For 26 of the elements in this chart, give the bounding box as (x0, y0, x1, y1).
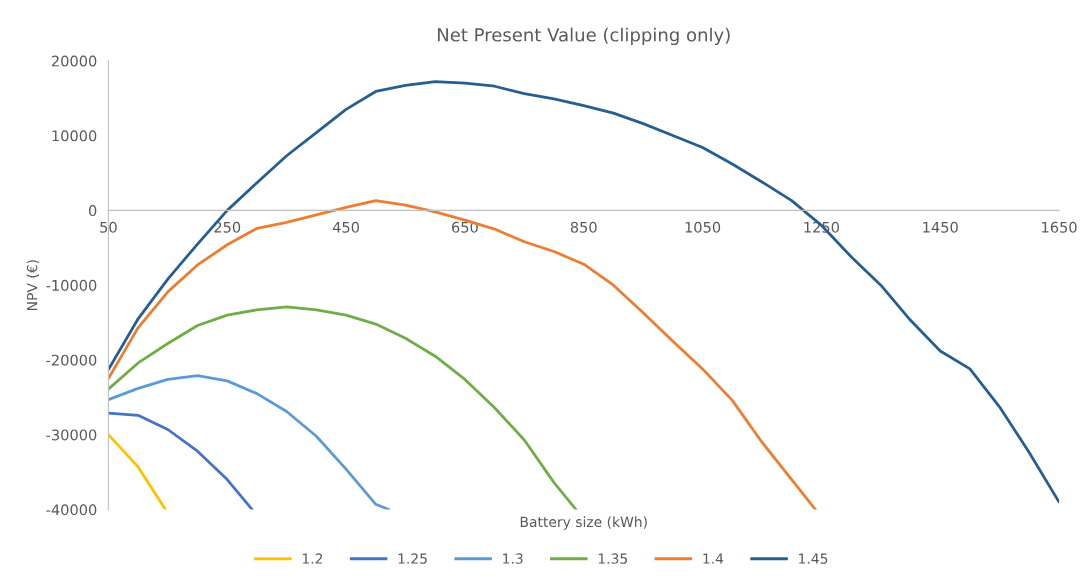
legend-label: 1.4 (703, 553, 724, 564)
chart-title: Net Present Value (clipping only) (437, 27, 730, 46)
legend-label: 1.35 (598, 553, 628, 564)
x-tick-label: 50 (100, 221, 117, 233)
y-axis-title: NPV (€) (26, 260, 40, 310)
x-tick-label: 1450 (923, 221, 958, 233)
legend-label: 1.3 (503, 553, 523, 564)
x-tick-label: 1050 (685, 221, 721, 233)
legend-label: 1.45 (799, 553, 828, 564)
y-tick-label: 10000 (52, 130, 97, 142)
x-tick-label: 250 (214, 221, 241, 233)
line-series (108, 305, 578, 510)
x-axis-title: Battery size (kWh) (520, 516, 647, 530)
x-tick-label: 450 (332, 221, 360, 233)
x-tick-label: 850 (570, 221, 597, 233)
line-series (108, 374, 391, 510)
legend-label: 1.25 (398, 553, 427, 564)
y-tick-label: -20000 (46, 354, 97, 366)
x-tick-label: 1650 (1042, 221, 1077, 233)
y-tick-label: -30000 (46, 429, 97, 441)
y-tick-label: -10000 (46, 279, 97, 291)
legend-label: 1.2 (302, 553, 323, 564)
line-series (108, 411, 254, 510)
y-tick-label: 20000 (51, 55, 97, 67)
y-tick-label: -40000 (46, 504, 97, 516)
y-tick-label: 0 (88, 205, 97, 217)
